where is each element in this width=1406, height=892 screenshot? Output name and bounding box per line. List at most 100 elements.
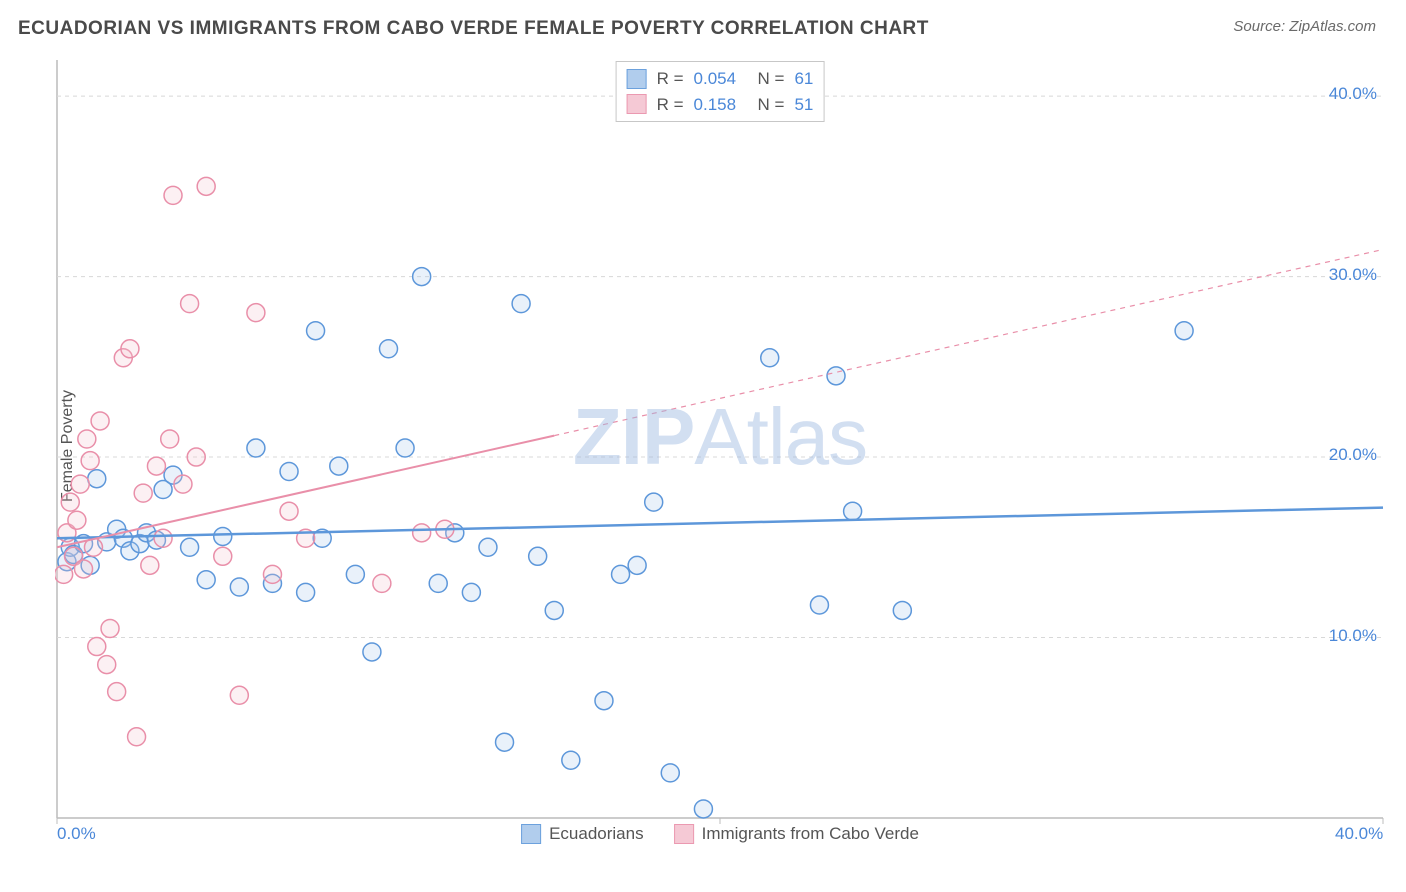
data-point: [307, 322, 325, 340]
data-point: [187, 448, 205, 466]
data-point: [661, 764, 679, 782]
data-point: [88, 638, 106, 656]
data-point: [214, 547, 232, 565]
data-point: [413, 268, 431, 286]
r-value: 0.054: [694, 66, 748, 92]
r-value: 0.158: [694, 92, 748, 118]
data-point: [373, 574, 391, 592]
data-point: [247, 304, 265, 322]
r-label: R =: [657, 92, 684, 118]
data-point: [462, 583, 480, 601]
data-point: [247, 439, 265, 457]
data-point: [429, 574, 447, 592]
series-legend: Ecuadorians Immigrants from Cabo Verde: [521, 824, 919, 844]
y-tick-label: 30.0%: [1329, 265, 1377, 285]
data-point: [827, 367, 845, 385]
data-point: [154, 529, 172, 547]
data-point: [844, 502, 862, 520]
data-point: [214, 527, 232, 545]
data-point: [396, 439, 414, 457]
data-point: [761, 349, 779, 367]
data-point: [545, 601, 563, 619]
stats-row: R = 0.054 N = 61: [627, 66, 814, 92]
data-point: [147, 457, 165, 475]
legend-swatch: [674, 824, 694, 844]
source-prefix: Source:: [1233, 18, 1289, 35]
data-point: [88, 470, 106, 488]
data-point: [164, 186, 182, 204]
y-tick-label: 10.0%: [1329, 626, 1377, 646]
data-point: [75, 560, 93, 578]
source-attribution: Source: ZipAtlas.com: [1233, 18, 1376, 35]
data-point: [893, 601, 911, 619]
data-point: [810, 596, 828, 614]
data-point: [197, 571, 215, 589]
data-point: [280, 462, 298, 480]
data-point: [297, 583, 315, 601]
header: ECUADORIAN VS IMMIGRANTS FROM CABO VERDE…: [0, 0, 1406, 50]
chart-area: ZIPAtlas R =0.054N =61R =0.158N =51 Ecua…: [55, 58, 1385, 848]
data-point: [612, 565, 630, 583]
legend-swatch: [627, 69, 647, 89]
data-point: [380, 340, 398, 358]
chart-title: ECUADORIAN VS IMMIGRANTS FROM CABO VERDE…: [18, 18, 929, 40]
legend-item: Ecuadorians: [521, 824, 644, 844]
trend-line-extrapolated: [554, 250, 1383, 436]
r-label: R =: [657, 66, 684, 92]
data-point: [529, 547, 547, 565]
data-point: [101, 620, 119, 638]
data-point: [263, 565, 281, 583]
stats-row: R = 0.158 N = 51: [627, 92, 814, 118]
data-point: [197, 177, 215, 195]
data-point: [81, 452, 99, 470]
y-tick-label: 40.0%: [1329, 84, 1377, 104]
legend-item: Immigrants from Cabo Verde: [674, 824, 919, 844]
n-label: N =: [758, 92, 785, 118]
data-point: [413, 524, 431, 542]
data-point: [128, 728, 146, 746]
data-point: [363, 643, 381, 661]
y-tick-label: 20.0%: [1329, 445, 1377, 465]
data-point: [141, 556, 159, 574]
legend-label: Immigrants from Cabo Verde: [702, 824, 919, 844]
x-tick-label: 40.0%: [1335, 824, 1383, 844]
data-point: [628, 556, 646, 574]
data-point: [78, 430, 96, 448]
data-point: [108, 683, 126, 701]
data-point: [496, 733, 514, 751]
data-point: [181, 538, 199, 556]
data-point: [98, 656, 116, 674]
data-point: [694, 800, 712, 818]
data-point: [280, 502, 298, 520]
data-point: [230, 578, 248, 596]
data-point: [230, 686, 248, 704]
data-point: [134, 484, 152, 502]
data-point: [330, 457, 348, 475]
data-point: [68, 511, 86, 529]
trend-line: [57, 508, 1383, 539]
n-label: N =: [758, 66, 785, 92]
data-point: [91, 412, 109, 430]
data-point: [174, 475, 192, 493]
data-point: [181, 295, 199, 313]
data-point: [161, 430, 179, 448]
n-value: 61: [794, 66, 813, 92]
legend-label: Ecuadorians: [549, 824, 644, 844]
scatter-plot: [55, 58, 1385, 848]
x-tick-label: 0.0%: [57, 824, 96, 844]
data-point: [1175, 322, 1193, 340]
data-point: [562, 751, 580, 769]
data-point: [512, 295, 530, 313]
data-point: [346, 565, 364, 583]
data-point: [55, 565, 73, 583]
source-name: ZipAtlas.com: [1289, 18, 1376, 35]
data-point: [479, 538, 497, 556]
stats-legend: R = 0.054 N = 61 R = 0.158 N = 51: [616, 61, 825, 122]
data-point: [71, 475, 89, 493]
data-point: [121, 340, 139, 358]
data-point: [645, 493, 663, 511]
legend-swatch: [627, 94, 647, 114]
data-point: [61, 493, 79, 511]
legend-swatch: [521, 824, 541, 844]
n-value: 51: [794, 92, 813, 118]
